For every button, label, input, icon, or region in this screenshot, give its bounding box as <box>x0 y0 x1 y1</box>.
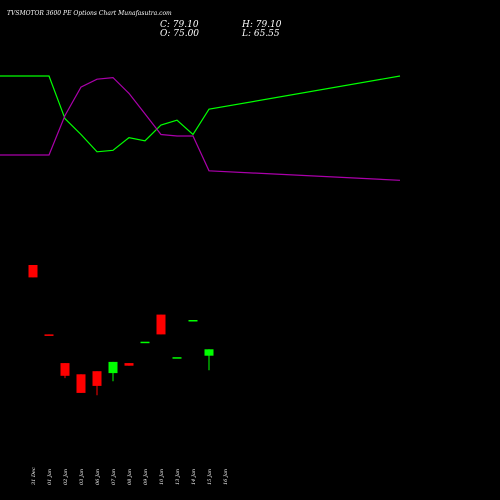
candle-body <box>156 314 166 335</box>
candle <box>60 363 70 379</box>
candle-body <box>76 374 86 393</box>
x-tick-label: 09 Jan <box>143 469 149 485</box>
candle-body <box>92 371 102 386</box>
x-tick-label: 08 Jan <box>127 469 133 485</box>
x-tick-label: 02 Jan <box>63 469 69 485</box>
x-axis-labels: 31 Dec 01 Jan 02 Jan 03 Jan 06 Jan 07 Jan 08 J… <box>31 467 229 485</box>
candle <box>140 341 150 344</box>
candle <box>188 320 198 322</box>
candle <box>44 334 54 336</box>
candle <box>92 371 102 396</box>
low-value: L: 65.55 <box>242 29 280 39</box>
candle-body <box>28 265 38 278</box>
candle-body <box>188 320 198 322</box>
candle-body <box>60 363 70 376</box>
open-value: O: 75.00 <box>160 29 200 39</box>
candle <box>124 363 134 366</box>
high-value: H: 79.10 <box>242 20 282 30</box>
candle <box>156 314 166 335</box>
candle <box>76 374 86 393</box>
x-tick-label: 10 Jan <box>159 469 165 485</box>
candle-body <box>172 357 182 359</box>
x-tick-label: 07 Jan <box>111 469 117 485</box>
candle-body <box>44 334 54 336</box>
x-tick-label: 03 Jan <box>79 469 85 485</box>
candlesticks <box>28 265 214 396</box>
candle-body <box>140 341 150 344</box>
x-tick-label: 16 Jan <box>223 469 229 485</box>
chart-title: TVSMOTOR 3600 PE Options Chart Munafasut… <box>7 10 172 17</box>
close-value: C: 79.10 <box>160 20 199 30</box>
candle <box>204 349 214 371</box>
candle <box>108 361 118 382</box>
indicator-lines <box>0 75 401 181</box>
candle-body <box>204 349 214 356</box>
x-tick-label: 14 Jan <box>191 469 197 485</box>
candle <box>28 265 38 278</box>
x-tick-label: 15 Jan <box>207 469 213 485</box>
indicator-line-1 <box>0 75 401 153</box>
candle-body <box>124 363 134 366</box>
x-tick-label: 01 Jan <box>47 469 53 485</box>
x-tick-label: 31 Dec <box>31 467 37 485</box>
x-tick-label: 13 Jan <box>175 469 181 485</box>
x-tick-label: 06 Jan <box>95 469 101 485</box>
indicator-line-2 <box>0 76 401 181</box>
candle <box>172 357 182 359</box>
candle-body <box>108 361 118 374</box>
